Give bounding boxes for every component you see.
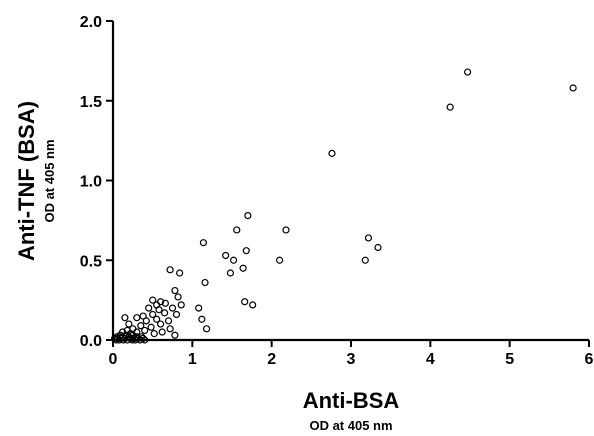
x-tick-label: 3 (347, 351, 356, 368)
data-point (361, 256, 369, 264)
data-point (118, 328, 127, 336)
data-point (226, 269, 235, 277)
x-tick-label: 5 (505, 351, 514, 368)
x-tick-label: 0 (109, 351, 118, 368)
x-tick-label: 2 (267, 351, 276, 368)
data-point (145, 304, 153, 312)
data-point (157, 320, 165, 328)
y-axis-ticks: 0.0 0.5 1.0 1.5 2.0 (80, 14, 113, 350)
data-point (155, 306, 163, 314)
x-tick-label: 6 (585, 351, 594, 368)
data-point (149, 310, 157, 319)
x-axis-ticks: 0 1 2 3 4 5 6 (109, 340, 594, 368)
data-point (229, 256, 238, 264)
data-point (176, 269, 184, 277)
data-point (149, 296, 157, 304)
y-tick-label: 1.5 (80, 94, 102, 111)
data-point (201, 278, 209, 287)
data-point (147, 323, 155, 331)
data-point (166, 266, 174, 274)
data-point (168, 304, 177, 312)
data-point (195, 304, 203, 312)
data-point (446, 103, 454, 111)
data-point (282, 226, 290, 234)
x-axis-subtitle: OD at 405 nm (309, 418, 392, 433)
x-axis-title: Anti-BSA (303, 388, 400, 413)
data-point (177, 301, 185, 309)
y-tick-label: 1.0 (80, 174, 102, 191)
data-point (164, 317, 173, 325)
data-point (139, 334, 147, 343)
data-point (139, 312, 147, 320)
data-point (171, 286, 179, 295)
data-point (158, 328, 166, 336)
data-point (150, 330, 158, 338)
data-point (174, 293, 182, 301)
data-point (171, 331, 179, 339)
data-point (364, 234, 373, 242)
data-point (142, 317, 150, 325)
data-points (110, 68, 577, 344)
data-point (153, 315, 161, 323)
data-point (133, 328, 141, 336)
y-tick-label: 2.0 (80, 14, 102, 31)
data-point (249, 301, 257, 309)
data-point (125, 320, 133, 328)
data-point (222, 251, 230, 260)
data-point (374, 243, 382, 252)
data-point (157, 298, 165, 306)
x-tick-label: 4 (426, 351, 435, 368)
data-point (199, 239, 208, 247)
y-tick-label: 0.0 (80, 333, 102, 350)
data-point (328, 149, 336, 157)
x-tick-label: 1 (188, 351, 197, 368)
y-axis-subtitle: OD at 405 nm (42, 139, 57, 222)
data-point (198, 315, 206, 323)
data-point (166, 325, 174, 333)
data-point (160, 309, 169, 317)
data-point (241, 298, 249, 306)
data-point (242, 247, 250, 255)
data-point (133, 314, 141, 322)
data-point (464, 68, 472, 76)
data-point (172, 310, 181, 319)
y-tick-label: 0.5 (80, 253, 102, 270)
data-point (569, 84, 577, 92)
data-point (141, 326, 149, 335)
data-point (137, 322, 145, 330)
data-point (161, 299, 169, 307)
data-point (203, 325, 211, 333)
data-point (244, 211, 252, 220)
data-point (239, 264, 247, 272)
data-point (233, 226, 241, 234)
data-point (276, 256, 284, 264)
data-point (121, 314, 129, 322)
y-axis-title: Anti-TNF (BSA) (14, 101, 39, 261)
